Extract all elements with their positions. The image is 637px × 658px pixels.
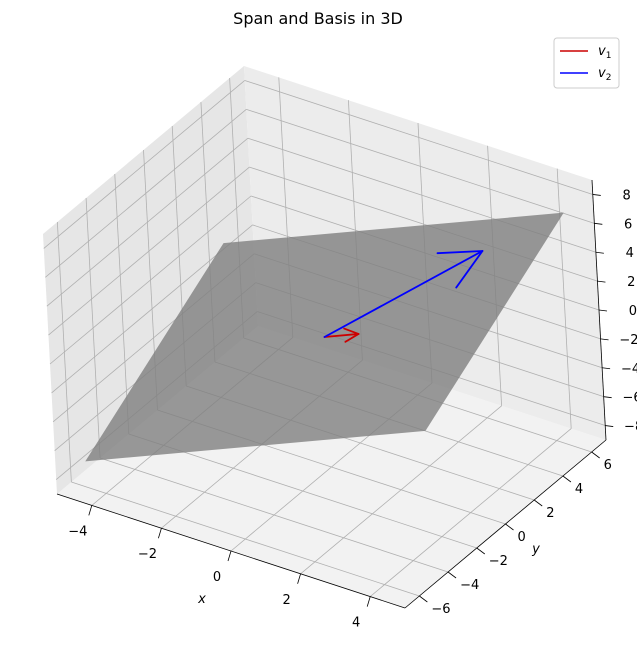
tick-labels: −4 −2 0 2 4 −6 −4 −2 0 2 4 6 −8 −6 −4 −2 0 2 4 6 8: [68, 188, 637, 630]
z-tick-label: 8: [622, 188, 630, 203]
y-tick: [505, 523, 514, 531]
grid-line-y-floor: [128, 433, 477, 549]
grid-line-z-left: [46, 137, 249, 307]
z-tick: [594, 222, 603, 225]
z-tick: [597, 280, 606, 283]
y-tick-label: 2: [546, 506, 554, 521]
x-axis-label: x: [197, 592, 206, 607]
x-tick-label: 4: [352, 616, 360, 631]
x-tick-label: −4: [68, 524, 87, 539]
y-tick-label: −2: [489, 554, 508, 569]
z-tick: [603, 396, 612, 399]
y-tick: [447, 571, 457, 579]
grid-line-z-back: [249, 166, 598, 282]
chart-title: Span and Basis in 3D: [233, 9, 403, 28]
x-tick: [366, 596, 371, 607]
grid-line-z-left: [49, 195, 252, 365]
y-axis-label: y: [531, 542, 540, 557]
vector-arrowhead-v2: [455, 250, 484, 289]
z-tick: [598, 309, 608, 312]
y-tick: [533, 499, 543, 507]
y-tick-label: 6: [604, 458, 612, 473]
grid-line-z-left: [48, 166, 250, 336]
y-tick-label: −4: [460, 578, 479, 593]
z-tick: [602, 367, 611, 370]
y-tick: [476, 547, 486, 555]
tick-marks: [88, 194, 614, 607]
y-tick-label: −6: [431, 602, 450, 617]
vector-series: [323, 250, 484, 343]
grid-line-y-floor: [99, 457, 449, 573]
y-tick-label: 4: [575, 482, 583, 497]
x-tick: [227, 550, 232, 562]
x-tick: [158, 528, 162, 539]
y-tick-label: 0: [518, 530, 526, 545]
y-tick: [562, 475, 572, 483]
grid-line-z-back: [244, 80, 593, 195]
z-tick: [595, 251, 604, 254]
x-tick-label: −2: [138, 547, 157, 562]
z-tick-label: 6: [624, 217, 632, 232]
grid-line-y-floor: [71, 481, 420, 597]
vector-arrowhead-v2: [436, 250, 484, 255]
z-tick: [600, 338, 609, 341]
z-tick: [605, 425, 614, 427]
grid-line-z-left: [43, 80, 246, 249]
z-tick-label: −2: [619, 333, 637, 348]
grid-line-z-back: [246, 108, 595, 224]
z-tick-label: 4: [626, 246, 634, 261]
legend-label-v2: v2: [598, 66, 611, 83]
y-tick: [591, 451, 600, 459]
z-tick-label: −6: [622, 391, 637, 406]
z-tick: [592, 194, 601, 196]
z-tick-label: 0: [629, 304, 637, 319]
x-tick: [88, 505, 93, 516]
legend-label-v1: v1: [598, 44, 611, 61]
legend: v1 v2: [553, 37, 620, 89]
x-tick: [297, 573, 301, 584]
vector-arrowhead-v1: [343, 327, 360, 335]
y-tick: [419, 595, 428, 603]
vector-line-v2: [323, 250, 484, 338]
x-tick-label: 0: [213, 570, 221, 585]
vector-line-v1: [323, 333, 360, 338]
grid-line-z-left: [45, 109, 247, 278]
z-tick-label: −4: [621, 362, 637, 377]
x-tick-label: 2: [282, 593, 290, 608]
z-tick-label: 2: [627, 275, 635, 290]
vector-arrowhead-v1: [344, 333, 360, 343]
z-tick-label: −8: [624, 420, 637, 435]
